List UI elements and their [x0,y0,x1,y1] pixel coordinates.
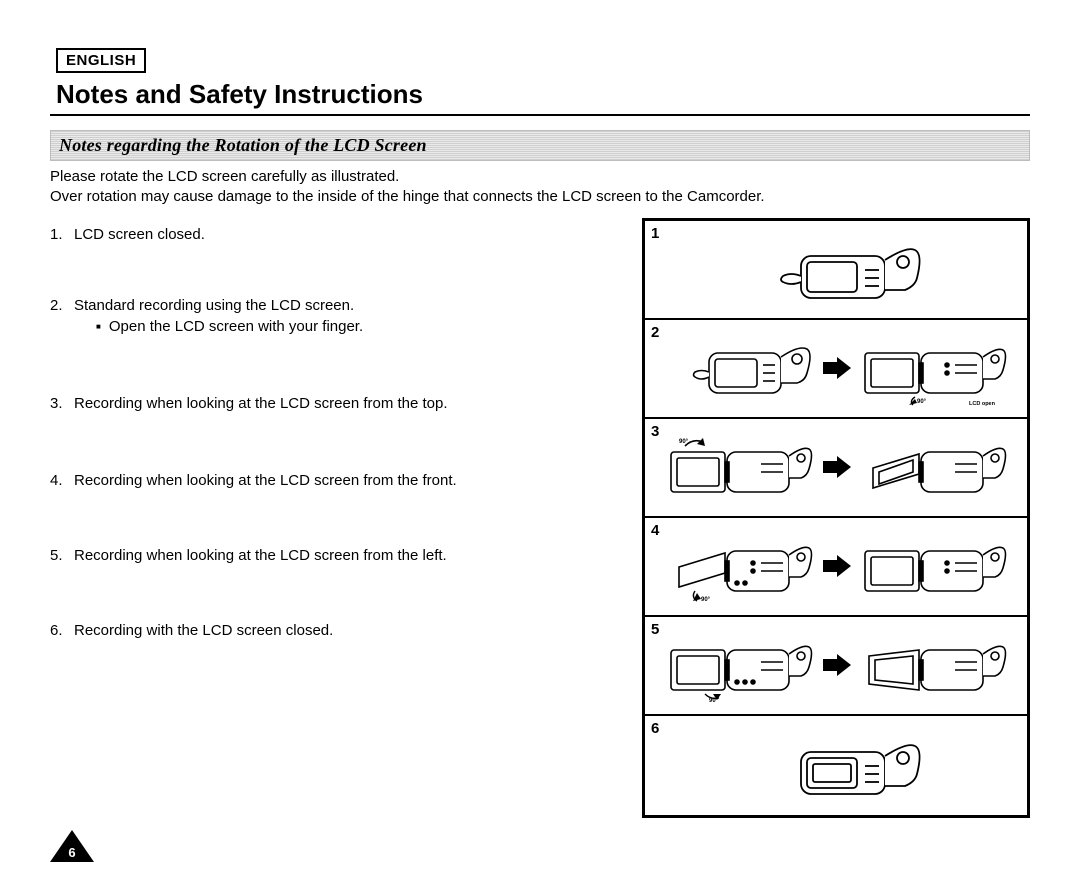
camcorder-illustration [665,329,815,407]
item-text: Recording when looking at the LCD screen… [74,472,457,489]
list-item: 4. Recording when looking at the LCD scr… [50,472,618,489]
figure-content [653,225,1021,314]
svg-text:90°: 90° [701,597,711,603]
figure-content: 90° [653,522,1021,611]
list-item: 1. LCD screen closed. [50,226,618,243]
svg-text:6: 6 [68,845,75,860]
camcorder-illustration [859,626,1009,704]
figure-row: 6 [645,716,1027,815]
arrow-icon [823,357,851,379]
figure-content: 90° LCD open [653,324,1021,413]
figure-number: 6 [651,720,659,737]
figure-number: 5 [651,621,659,638]
camcorder-illustration [747,726,927,804]
list-item: 3. Recording when looking at the LCD scr… [50,395,618,412]
figure-number: 3 [651,423,659,440]
figure-box: 1 [642,218,1030,818]
arrow-icon [823,555,851,577]
item-number: 2. [50,297,68,335]
item-text: Standard recording using the LCD screen. [74,297,354,314]
camcorder-illustration [859,428,1009,506]
item-text: Recording when looking at the LCD screen… [74,395,448,412]
instruction-list: 1. LCD screen closed. 2. Standard record… [50,218,618,818]
camcorder-illustration [859,527,1009,605]
item-number: 6. [50,622,68,639]
figure-row: 1 [645,221,1027,320]
svg-text:90°: 90° [679,439,689,445]
figure-content: 90° [653,621,1021,710]
item-number: 5. [50,547,68,564]
list-item: 6. Recording with the LCD screen closed. [50,622,618,639]
item-number: 1. [50,226,68,243]
figure-number: 2 [651,324,659,341]
item-number: 4. [50,472,68,489]
item-text: LCD screen closed. [74,226,205,243]
figure-row: 3 [645,419,1027,518]
page-title: Notes and Safety Instructions [56,79,1030,110]
figure-content: 90° [653,423,1021,512]
content-row: 1. LCD screen closed. 2. Standard record… [50,218,1030,818]
intro-line-1: Please rotate the LCD screen carefully a… [50,168,399,185]
item-text: Recording with the LCD screen closed. [74,622,333,639]
arrow-icon [823,456,851,478]
item-sub-bullet: Open the LCD screen with your finger. [96,318,363,335]
svg-text:LCD open: LCD open [969,401,996,407]
svg-text:90°: 90° [917,399,927,405]
figure-row: 4 [645,518,1027,617]
svg-text:90°: 90° [709,698,719,704]
item-number: 3. [50,395,68,412]
title-rule [50,114,1030,116]
list-item: 2. Standard recording using the LCD scre… [50,297,618,335]
list-item: 5. Recording when looking at the LCD scr… [50,547,618,564]
camcorder-illustration: 90° [665,527,815,605]
intro-text: Please rotate the LCD screen carefully a… [50,167,1030,208]
figure-row: 2 [645,320,1027,419]
intro-line-2: Over rotation may cause damage to the in… [50,188,765,205]
language-badge: ENGLISH [56,48,146,73]
camcorder-illustration: 90° [665,626,815,704]
camcorder-illustration: 90° [665,428,815,506]
figure-row: 5 [645,617,1027,716]
page-number-badge: 6 [50,830,94,862]
camcorder-illustration [747,230,927,308]
camcorder-illustration: 90° LCD open [859,329,1009,407]
item-text: Recording when looking at the LCD screen… [74,547,447,564]
figure-number: 1 [651,225,659,242]
arrow-icon [823,654,851,676]
figure-number: 4 [651,522,659,539]
section-subtitle: Notes regarding the Rotation of the LCD … [50,130,1030,161]
figure-content [653,720,1021,811]
